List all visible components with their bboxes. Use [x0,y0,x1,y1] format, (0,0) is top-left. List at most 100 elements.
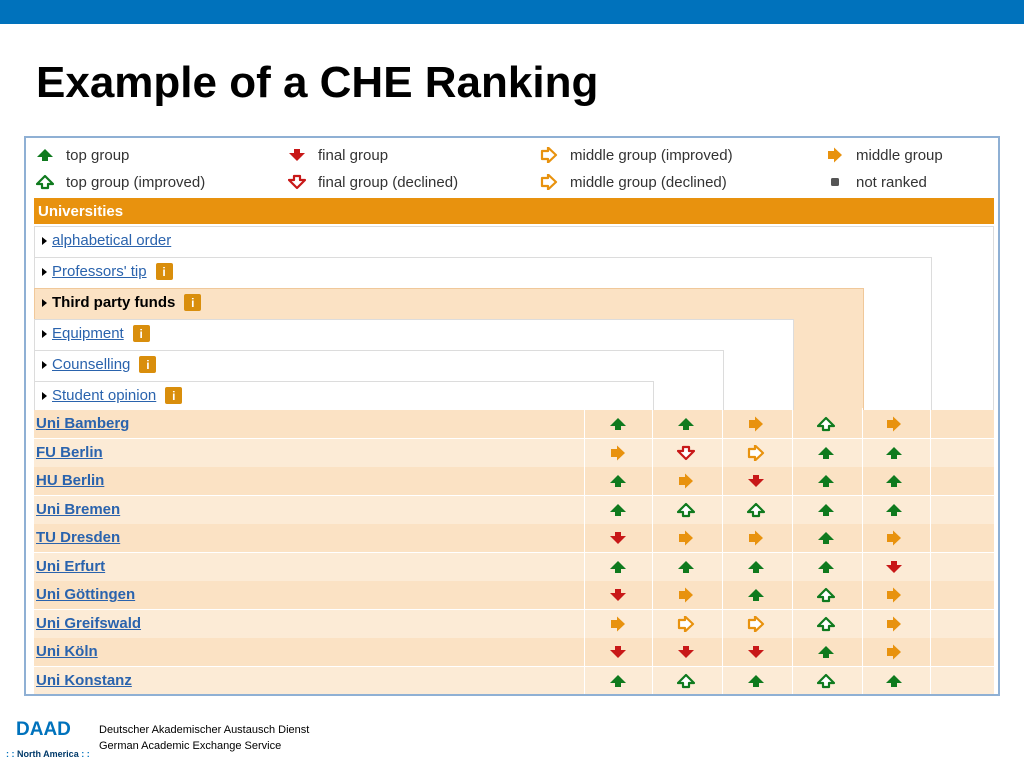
legend-label: middle group [856,146,943,164]
legend-label: top group (improved) [66,173,206,191]
table-row: Uni Köln [34,638,994,666]
criterion-4[interactable]: Counselling i [42,356,157,373]
criterion-label[interactable]: alphabetical order [52,232,172,249]
legend-label: final group [318,146,389,164]
legend-item-middle-declined: middle group (declined) [540,171,727,193]
rank-cell [606,585,630,605]
rank-cell [674,471,698,491]
daad-logo: DAAD [16,719,71,740]
rank-cell [882,642,906,662]
university-link[interactable]: Uni Erfurt [36,557,106,575]
university-link[interactable]: Uni Bremen [36,500,121,518]
final-declined-icon [677,445,695,460]
top-improved-icon [677,673,695,688]
rank-cell [882,585,906,605]
top-icon [748,560,764,573]
criterion-2[interactable]: Third party funds i [42,294,202,311]
university-link[interactable]: TU Dresden [36,529,121,546]
rank-cell [606,500,630,520]
university-link[interactable]: Uni Konstanz [36,671,132,689]
top-improved-icon [817,673,835,688]
rank-cell [744,471,768,491]
middle-improved-icon [747,615,765,632]
legend-item-top: top group [36,144,129,166]
top-icon [818,503,834,516]
top-improved-icon [817,416,835,432]
university-link[interactable]: Uni Greifswald [36,614,142,632]
top-icon [748,589,764,601]
table-row: Uni Bremen [34,495,994,524]
university-link[interactable]: Uni Bamberg [36,415,130,432]
rank-cell [814,557,838,577]
criterion-label[interactable]: Equipment [52,325,124,342]
legend-label: final group (declined) [318,173,459,191]
middle-icon [611,616,625,631]
rank-cell [606,557,630,577]
final-icon [610,646,626,658]
final-icon [610,589,626,601]
top-icon [886,503,902,516]
university-link[interactable]: HU Berlin [36,472,105,489]
column-separator [722,408,723,694]
rank-cell [606,614,630,634]
info-icon[interactable]: i [155,263,173,280]
top-icon [818,560,834,573]
legend-item-middle-improved: middle group (improved) [540,144,733,166]
criterion-label[interactable]: Professors' tip [52,263,147,280]
university-link[interactable]: FU Berlin [36,443,103,461]
legend-item-final-declined: final group (declined) [288,171,458,193]
rank-cell [814,614,838,634]
criterion-3[interactable]: Equipment i [42,325,150,342]
criterion-1[interactable]: Professors' tip i [42,263,173,280]
top-icon [886,674,902,687]
criterion-label[interactable]: Student opinion [52,387,157,404]
rank-cell [744,414,768,434]
table-row: Uni Erfurt [34,552,994,581]
middle-improved-icon [540,147,558,163]
rank-cell [674,585,698,605]
middle-icon [828,147,842,163]
rank-cell [744,528,768,548]
top-icon [678,418,694,430]
info-icon[interactable]: i [165,387,183,404]
rank-cell [744,443,768,463]
slide-title: Example of a CHE Ranking [36,58,599,107]
top-improved-icon [817,587,835,603]
rank-cell [606,471,630,491]
criterion-0[interactable]: alphabetical order [42,232,171,249]
university-link[interactable]: Uni Göttingen [36,586,136,603]
info-icon[interactable]: i [132,325,150,342]
middle-icon [679,530,693,546]
rank-cell [882,671,906,691]
university-link[interactable]: Uni Köln [36,643,98,660]
rank-cell [606,671,630,691]
rank-cell [744,614,768,634]
column-separator [792,408,793,694]
table-row: Uni Göttingen [34,581,994,609]
caret-right-icon [42,360,47,369]
footer-org-de: Deutscher Akademischer Austausch Dienst [99,724,310,736]
info-icon[interactable]: i [184,294,202,311]
legend-item-middle: middle group [826,144,943,166]
rank-cell [674,642,698,662]
final-icon [886,560,902,573]
rank-cell [674,614,698,634]
legend-label: top group [66,146,130,164]
caret-right-icon [42,236,47,245]
rank-cell [882,500,906,520]
criterion-label[interactable]: Third party funds [52,294,176,311]
table-row: Uni Bamberg [34,410,994,438]
rank-cell [744,642,768,662]
criterion-5[interactable]: Student opinion i [42,387,183,404]
top-icon [610,674,626,687]
top-icon [886,446,902,459]
info-icon[interactable]: i [139,356,157,373]
final-icon [748,646,764,658]
caret-right-icon [42,391,47,400]
middle-icon [887,616,901,631]
middle-icon [887,644,901,660]
final-declined-icon [288,174,306,190]
rank-cell [882,471,906,491]
footer-org-en: German Academic Exchange Service [99,740,282,752]
criterion-label[interactable]: Counselling [52,356,131,373]
